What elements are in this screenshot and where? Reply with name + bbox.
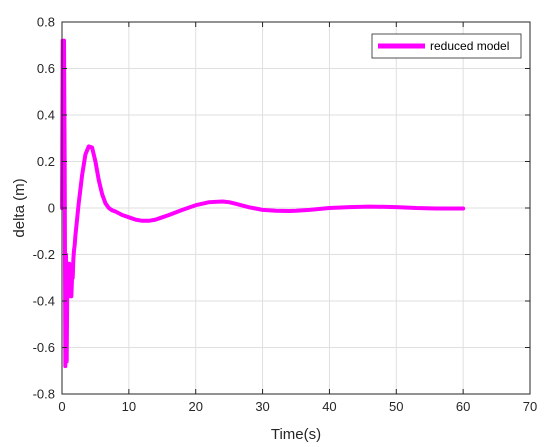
tick-labels: 0 10 20 30 40 50 60 70 -0.8 -0.6 -0.4 -0.2 0 0.2 0.4 0.… bbox=[33, 15, 538, 415]
x-tick-label: 10 bbox=[122, 399, 136, 414]
x-tick-label: 70 bbox=[523, 399, 537, 414]
y-tick-label: -0.6 bbox=[33, 340, 55, 355]
series-line bbox=[60, 38, 466, 369]
y-tick-label: 0.2 bbox=[37, 154, 55, 169]
y-tick-label: -0.2 bbox=[33, 247, 55, 262]
legend: reduced model bbox=[371, 33, 522, 59]
x-tick-label: 30 bbox=[255, 399, 269, 414]
y-tick-label: 0.4 bbox=[37, 108, 55, 123]
y-tick-label: 0.8 bbox=[37, 15, 55, 30]
x-tick-label: 20 bbox=[188, 399, 202, 414]
x-axis-label: Time(s) bbox=[271, 426, 321, 443]
x-tick-label: 40 bbox=[322, 399, 336, 414]
y-tick-label: -0.8 bbox=[33, 387, 55, 402]
y-tick-label: -0.4 bbox=[33, 294, 55, 309]
x-tick-label: 0 bbox=[58, 399, 65, 414]
y-axis-label: delta (m) bbox=[11, 178, 28, 237]
series-group bbox=[60, 38, 466, 369]
legend-label: reduced model bbox=[430, 39, 509, 53]
y-tick-label: 0 bbox=[48, 201, 55, 216]
y-tick-label: 0.6 bbox=[37, 61, 55, 76]
x-tick-label: 50 bbox=[389, 399, 403, 414]
x-tick-label: 60 bbox=[456, 399, 470, 414]
ticks bbox=[61, 21, 531, 395]
